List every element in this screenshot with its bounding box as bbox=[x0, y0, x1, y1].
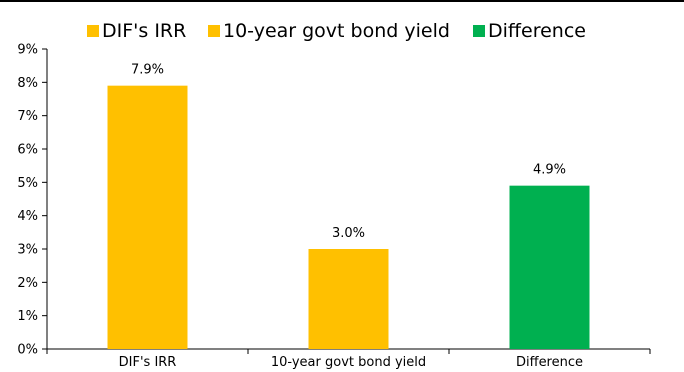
bar bbox=[107, 85, 188, 350]
legend-swatch-bond-yield bbox=[208, 25, 220, 37]
y-tick-label: 7% bbox=[17, 109, 38, 124]
legend-item-bond-yield: 10-year govt bond yield bbox=[208, 20, 450, 42]
bar bbox=[509, 185, 590, 349]
y-tick-label: 5% bbox=[17, 176, 38, 191]
x-category-label: Difference bbox=[516, 355, 583, 370]
legend-item-difference: Difference bbox=[473, 20, 586, 42]
legend-label-bond-yield: 10-year govt bond yield bbox=[223, 20, 450, 42]
legend-label-difs-irr: DIF's IRR bbox=[102, 20, 187, 42]
y-tick-label: 0% bbox=[17, 343, 38, 358]
legend-label-difference: Difference bbox=[488, 20, 586, 42]
data-label: 3.0% bbox=[332, 226, 365, 241]
legend-swatch-difs-irr bbox=[87, 25, 99, 37]
data-label: 4.9% bbox=[533, 163, 566, 178]
legend-item-difs-irr: DIF's IRR bbox=[87, 20, 186, 42]
chart-legend: DIF's IRR 10-year govt bond yield Differ… bbox=[0, 20, 684, 44]
x-category-label: 10-year govt bond yield bbox=[271, 355, 426, 370]
y-tick-label: 2% bbox=[17, 276, 38, 291]
y-tick-label: 6% bbox=[17, 143, 38, 158]
bar bbox=[308, 249, 389, 349]
data-label: 7.9% bbox=[131, 63, 164, 78]
y-tick-label: 1% bbox=[17, 309, 38, 324]
top-border-line bbox=[0, 0, 684, 2]
y-tick-label: 4% bbox=[17, 209, 38, 224]
y-tick-label: 3% bbox=[17, 243, 38, 258]
y-tick-label: 9% bbox=[17, 43, 38, 58]
legend-swatch-difference bbox=[473, 25, 485, 37]
y-tick-label: 8% bbox=[17, 76, 38, 91]
x-category-label: DIF's IRR bbox=[119, 355, 177, 370]
